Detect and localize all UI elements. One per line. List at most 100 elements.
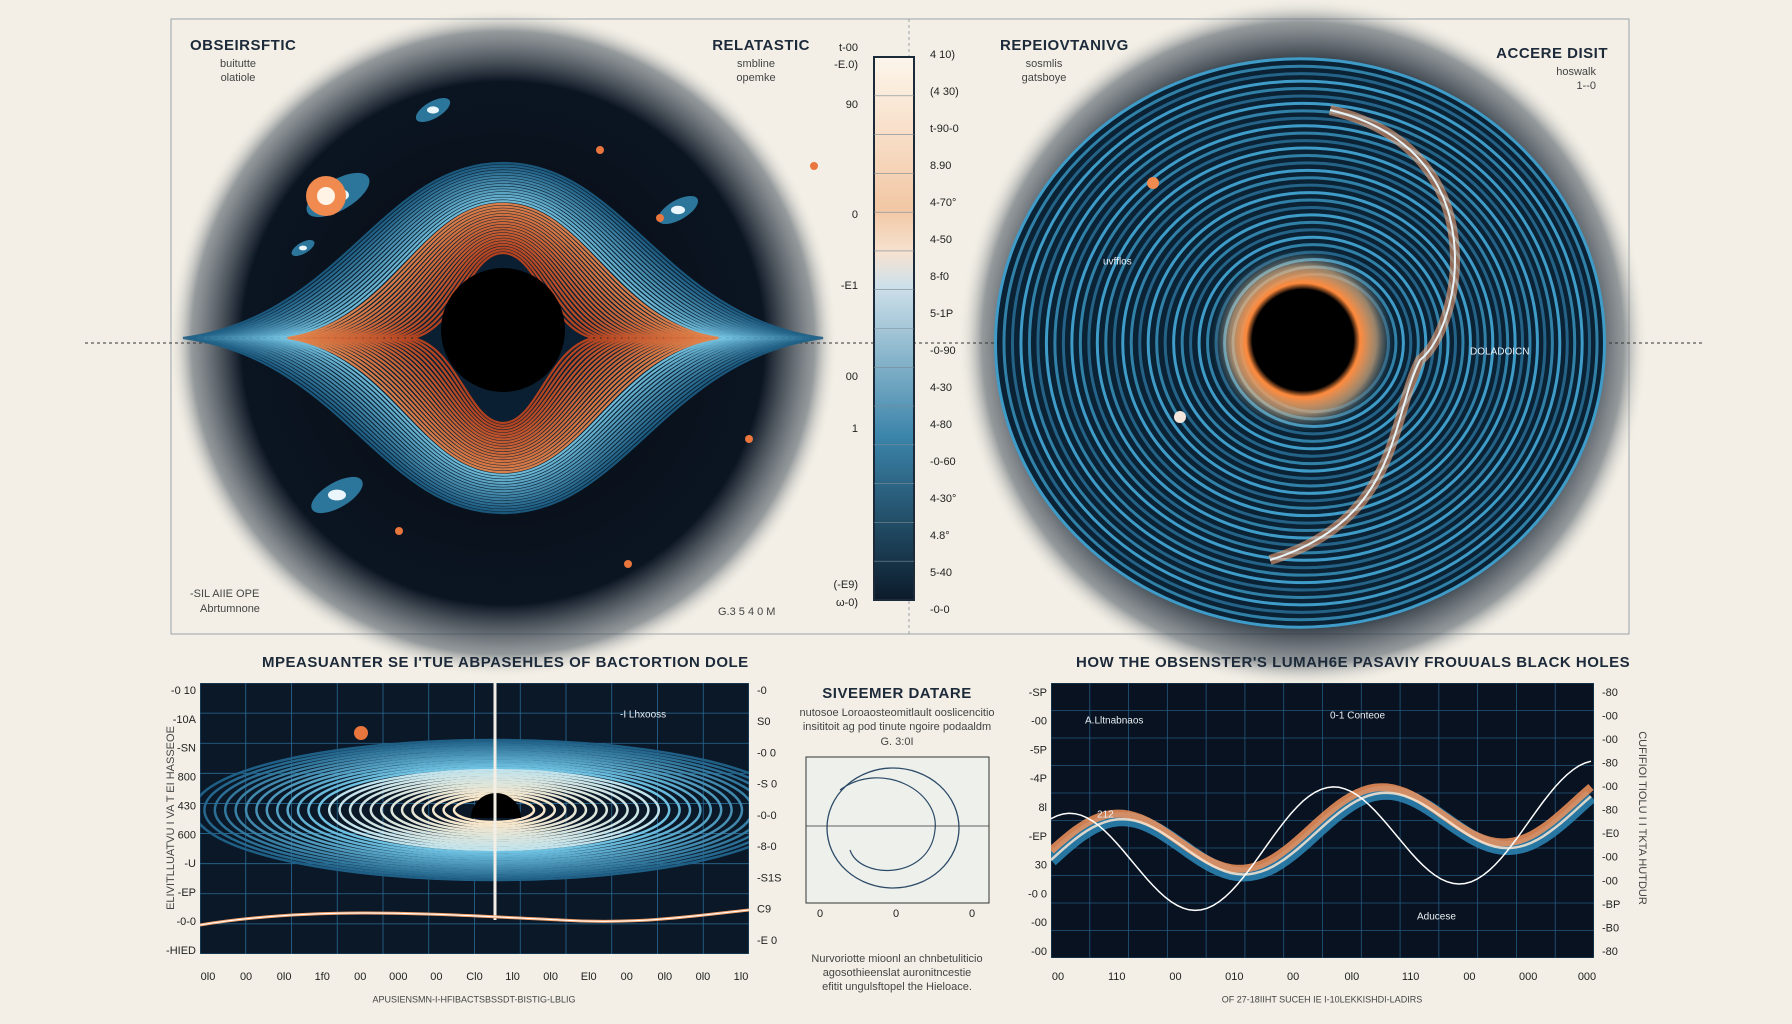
tick-label: 010 [1225, 971, 1243, 983]
tick-label: -8-0 [757, 841, 777, 853]
tick-label: 30 [1035, 860, 1047, 872]
tick-label: 110 [1108, 971, 1126, 983]
disk-ring [252, 189, 754, 487]
disk-ring [1053, 109, 1554, 577]
tick-label: 00 [354, 971, 366, 983]
tick-label: 4-70° [930, 197, 956, 209]
subtitle: 1--0 [1576, 80, 1596, 92]
annotation: A.Lltnabnaos [1085, 716, 1143, 727]
colorbar-label: -E1 [841, 280, 858, 292]
tick-label: -0 0 [757, 747, 776, 759]
tick-label: 000 [1578, 971, 1596, 983]
tick-label: 00 [240, 971, 252, 983]
disk-ring [210, 172, 796, 504]
tick-label: 000 [1519, 971, 1537, 983]
disk-ring [1138, 183, 1480, 503]
subtitle: smbline [737, 58, 775, 70]
star [1147, 177, 1159, 189]
annotation: uvfflos [1103, 257, 1132, 268]
tick-label: -00 [1031, 946, 1047, 958]
caption: OF 27-18IIHT SUCEH IE I-10LEKKISHDI-LADI… [1222, 994, 1422, 1004]
event-horizon [441, 268, 565, 392]
tick-label: -S1S [757, 872, 781, 884]
tick-label: -4P [1030, 773, 1047, 785]
tick-label: 5-1P [930, 308, 953, 320]
tick-label: -EP [178, 887, 196, 899]
disk-ring [189, 164, 817, 512]
tick-label: -00 [1602, 710, 1618, 722]
event-horizon [1253, 290, 1353, 390]
star [810, 162, 818, 170]
disk-ring [1197, 235, 1428, 451]
disk-ring [1206, 243, 1420, 443]
title: SIVEEMER DATARE [822, 685, 971, 702]
subtitle: opemke [736, 72, 775, 84]
disk-ring [1070, 124, 1539, 562]
tick-label: 000 [389, 971, 407, 983]
title: HOW THE OBSENSTER'S LUMAH6E PASAVIY FROU… [1076, 654, 1630, 671]
disk-ring [329, 219, 677, 457]
orbit [839, 777, 936, 872]
star [1174, 411, 1186, 423]
tick-label: t-90-0 [930, 123, 959, 135]
left-disk [182, 97, 824, 568]
tick-label: -B0 [1602, 922, 1619, 934]
side-label: CUFIFIOI TIOLU I I TKTA HUTDUR [1636, 731, 1648, 905]
tick-label: -0 [757, 685, 767, 697]
tick-label: 00 [1463, 971, 1475, 983]
tick-label: -E0 [1602, 828, 1619, 840]
title: MPEASUANTER SE I'TUE ABPASEHLES OF BACTO… [262, 654, 749, 671]
legend: -I Lhxooss [620, 710, 666, 721]
texts: OBSEIRSFTIC buitutte olatiole -SIL AIIE … [165, 37, 1648, 1004]
star [395, 527, 403, 535]
disk-ring [1078, 131, 1532, 555]
right-disk [994, 57, 1606, 629]
tick-label: -0-0 [757, 810, 777, 822]
disk-ring [1104, 153, 1510, 533]
disk-ring [377, 238, 629, 438]
subtitle: olatiole [221, 72, 256, 84]
tick-label: -80 [1602, 805, 1618, 817]
tick-label: -5P [1030, 744, 1047, 756]
title: OBSEIRSFTIC [190, 37, 296, 54]
tick-label: 0l0 [696, 971, 711, 983]
tick-label: S0 [757, 716, 770, 728]
subtitle: buitutte [220, 58, 256, 70]
disk-ring [322, 216, 684, 460]
star [624, 560, 632, 568]
tick-label: -0 0 [1028, 888, 1047, 900]
tick-label: -80 [1602, 946, 1618, 958]
disk-ring [384, 240, 622, 436]
tick-label: -80 [1602, 687, 1618, 699]
tick-label: 4-50 [930, 234, 952, 246]
disk-ring [259, 191, 747, 485]
tick-label: -00 [1602, 875, 1618, 887]
bl-art [200, 683, 749, 954]
disk-ring [1155, 198, 1465, 488]
tick-label: 1f0 [315, 971, 330, 983]
tick-label: -0-90 [930, 345, 956, 357]
tick-label: 4-80 [930, 419, 952, 431]
title: REPEIOVTANIVG [1000, 37, 1129, 54]
disk-ring [266, 194, 740, 482]
annotation: 0-1 Conteoe [1330, 711, 1385, 722]
colorbar-label: -E.0) [834, 59, 858, 71]
tick-label: -0-60 [930, 456, 956, 468]
tick-label: 00 [430, 971, 442, 983]
wave [1051, 783, 1594, 873]
disk-ring [405, 249, 601, 427]
footer: Abrtumnone [200, 603, 260, 615]
tick-label: 4-30 [930, 382, 952, 394]
star [354, 726, 368, 740]
tick-label: 1l0 [734, 971, 749, 983]
disk-ring [287, 202, 719, 474]
subtitle: gatsboye [1022, 72, 1067, 84]
tick-label: 0l0 [201, 971, 216, 983]
disk-ring [1121, 168, 1495, 518]
wave [1051, 791, 1592, 876]
disk-ring [203, 170, 803, 506]
disk-ring [308, 210, 698, 466]
disk-ring [315, 213, 691, 463]
tick-label: -HIED [166, 945, 196, 957]
disk-ring [1027, 87, 1577, 599]
